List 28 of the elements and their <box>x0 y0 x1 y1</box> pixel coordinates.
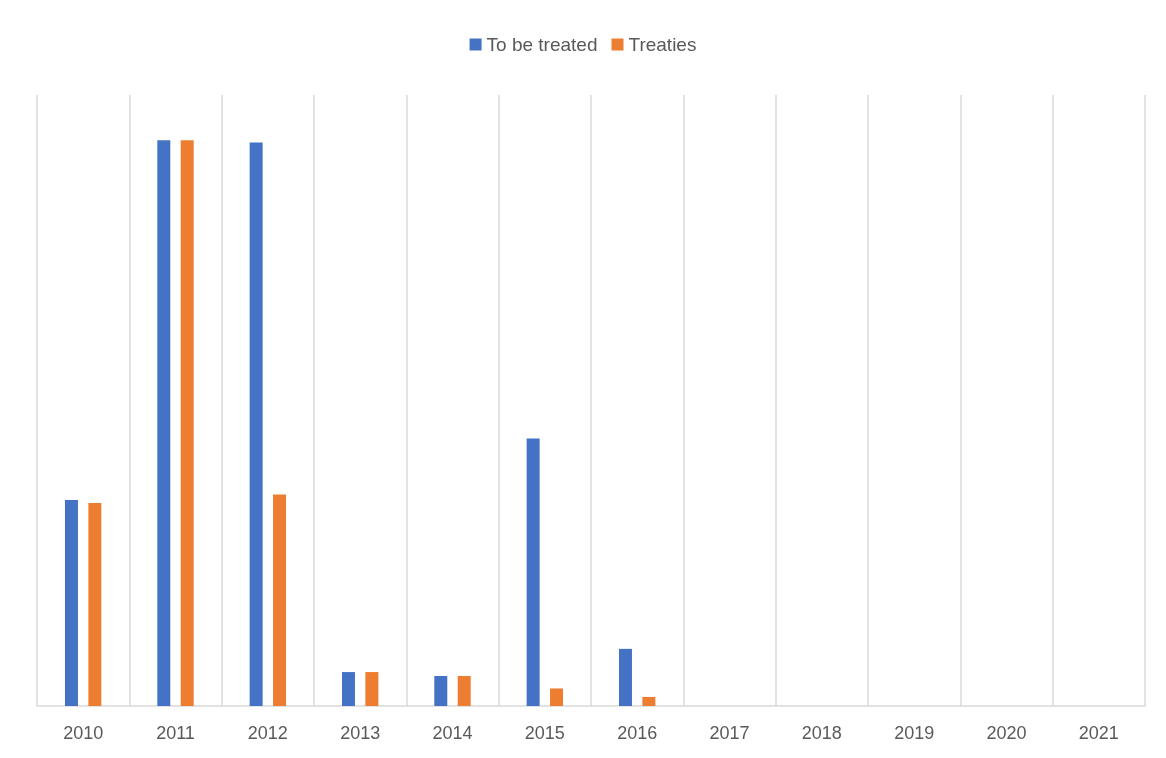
x-tick-label: 2020 <box>986 723 1027 743</box>
bar <box>157 140 171 706</box>
x-tick-label: 2011 <box>156 723 195 743</box>
x-tick-label: 2016 <box>617 723 658 743</box>
bar <box>642 696 656 706</box>
x-tick-label: 2021 <box>1078 723 1119 743</box>
bar <box>457 676 471 706</box>
bar <box>550 688 564 706</box>
legend-label: Treaties <box>628 34 697 55</box>
x-tick-label: 2017 <box>709 723 750 743</box>
bar <box>365 672 379 706</box>
legend-label: To be treated <box>486 34 598 55</box>
bar <box>341 672 355 706</box>
x-tick-label: 2019 <box>894 723 935 743</box>
x-tick-label: 2015 <box>524 723 565 743</box>
bar <box>88 502 102 706</box>
x-tick-label: 2013 <box>340 723 381 743</box>
x-tick-label: 2014 <box>432 723 473 743</box>
bar <box>526 438 540 706</box>
bar <box>249 142 263 706</box>
x-tick-label: 2012 <box>247 723 288 743</box>
bar <box>618 648 632 706</box>
bar <box>64 500 78 706</box>
bar <box>434 676 448 706</box>
bar <box>273 494 287 706</box>
bar <box>180 140 194 706</box>
x-tick-label: 2010 <box>63 723 104 743</box>
x-tick-label: 2018 <box>801 723 842 743</box>
